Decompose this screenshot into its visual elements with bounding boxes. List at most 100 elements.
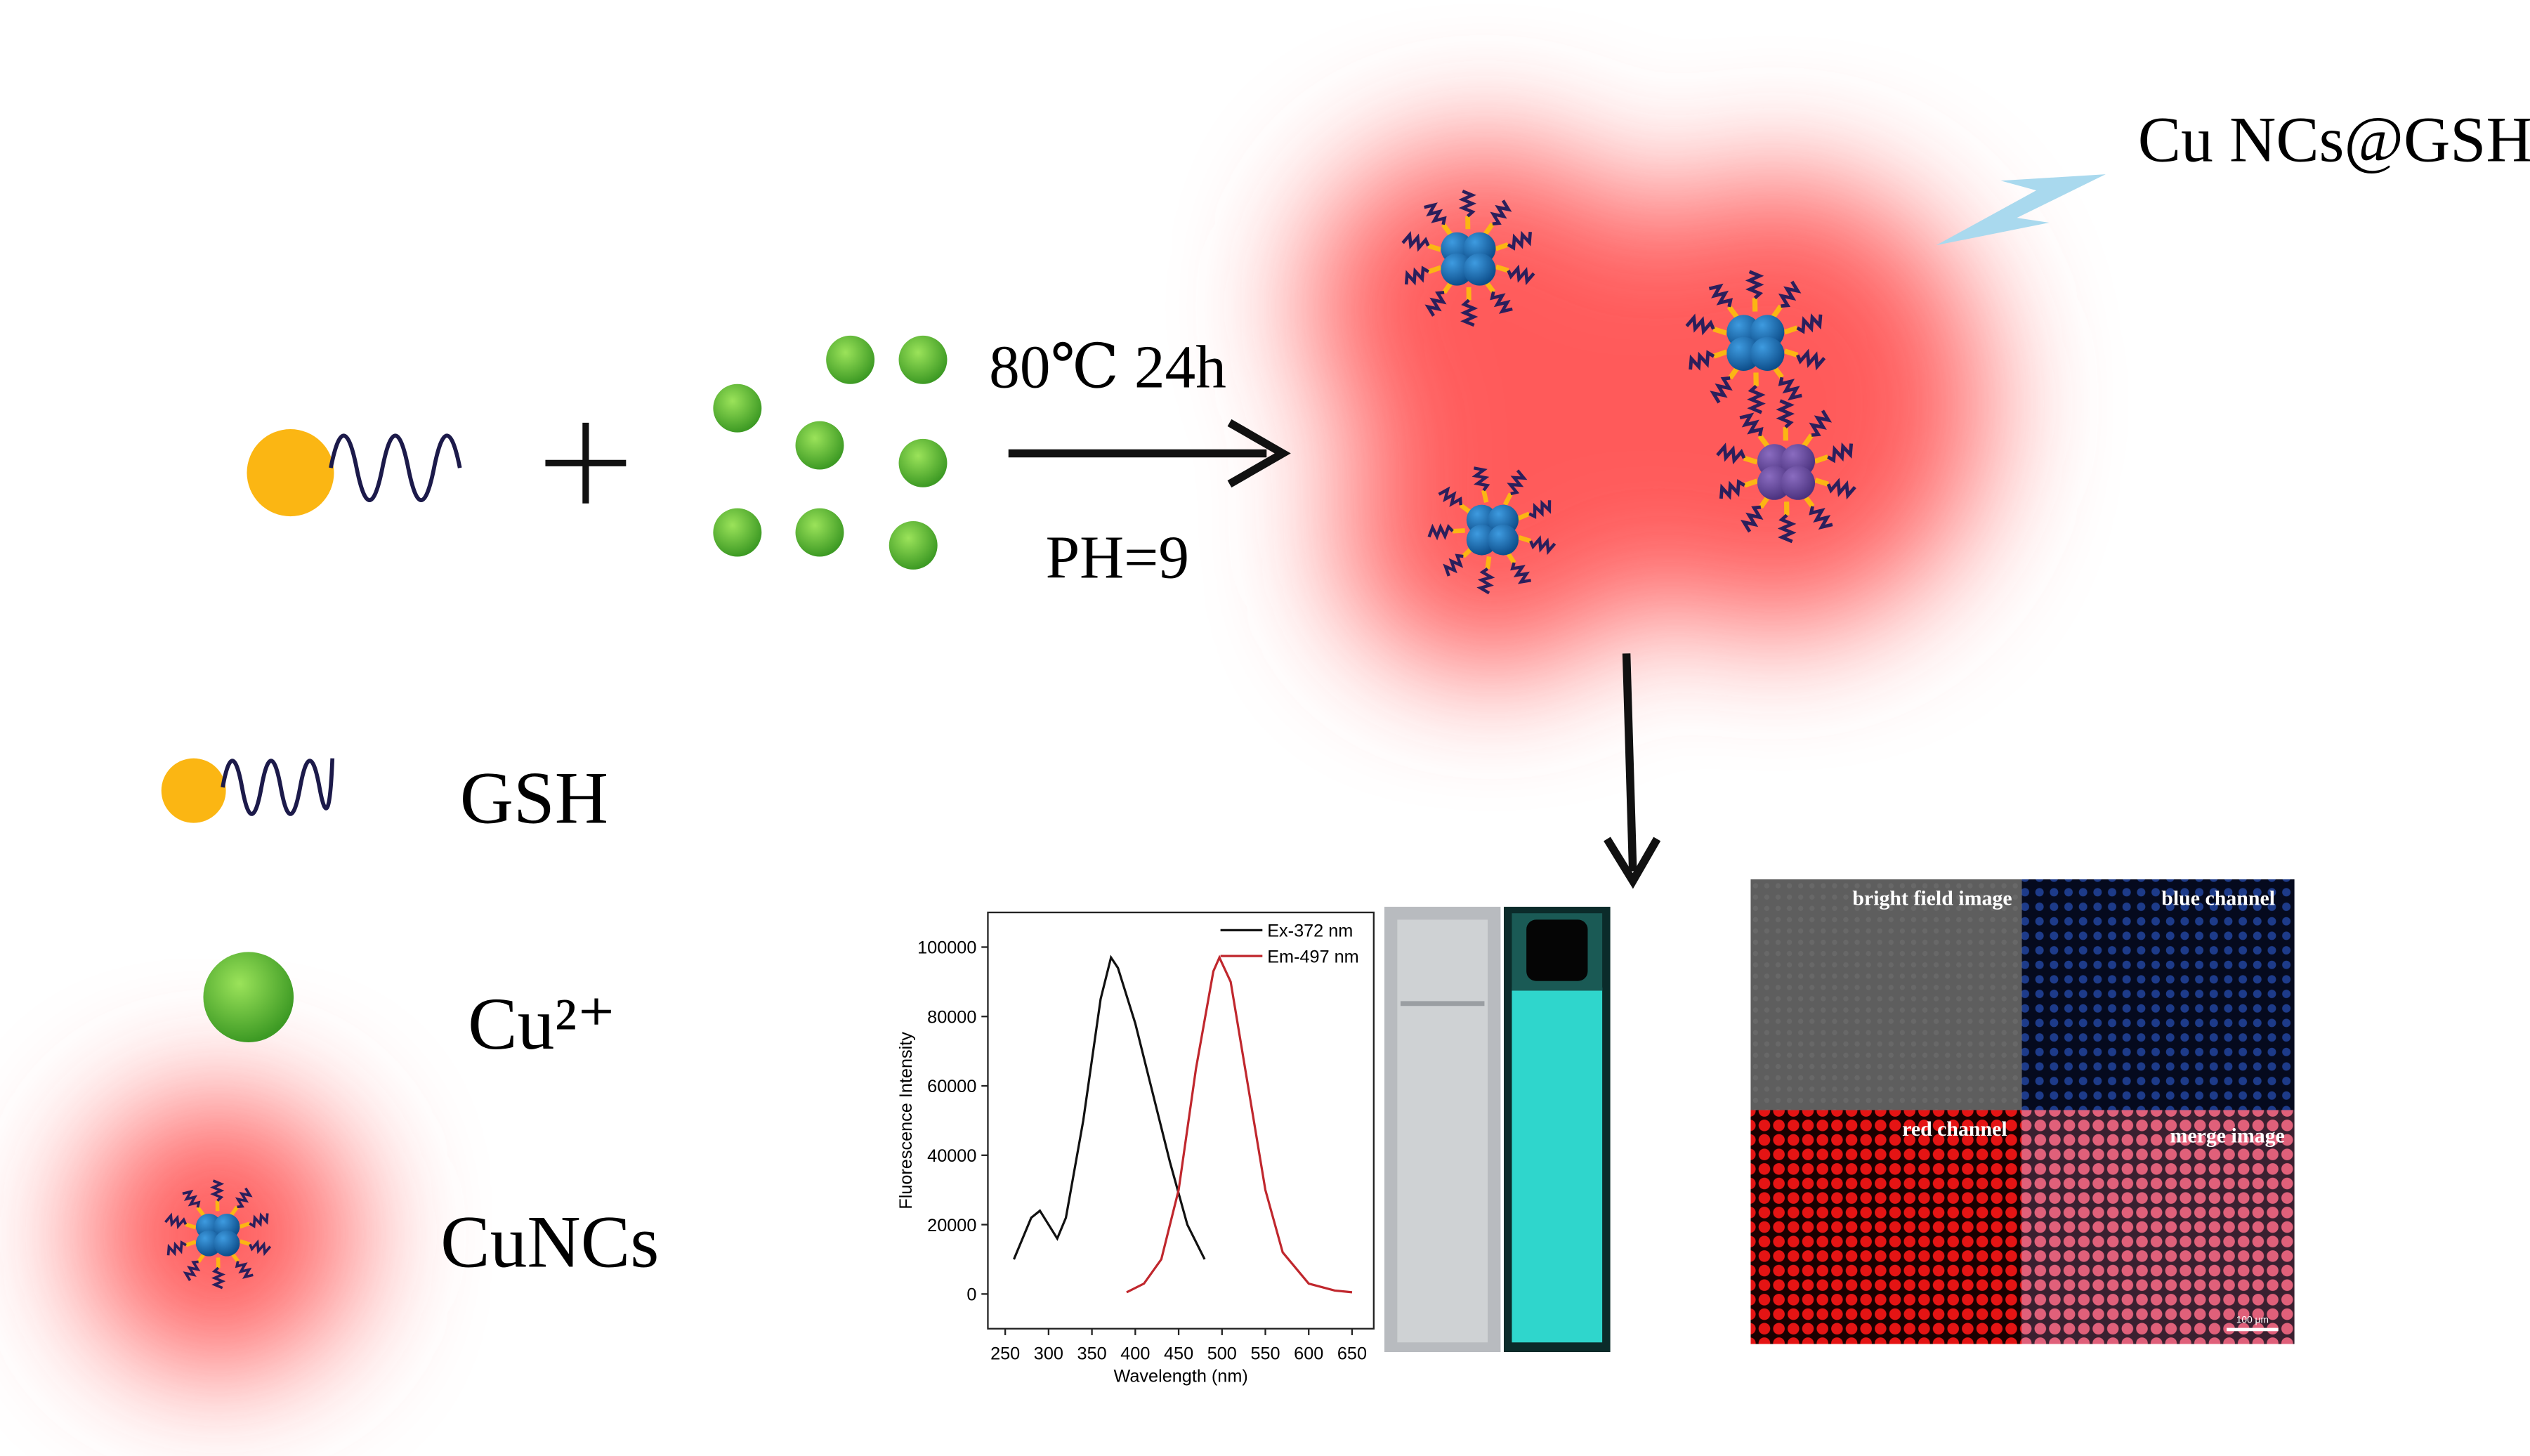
ligand-chain <box>1490 291 1513 314</box>
ligand-chain <box>1776 399 1795 428</box>
ligand-chain <box>1427 523 1454 541</box>
copper-ion <box>898 438 948 487</box>
ligand-head <box>1427 265 1442 275</box>
ligand-head <box>1814 478 1829 487</box>
legend-label: Ex-372 nm <box>1267 922 1353 941</box>
ligand-head <box>1485 556 1492 570</box>
copper-ion <box>826 335 875 384</box>
series-line <box>1013 955 1206 1260</box>
ligand-chain <box>1809 506 1833 530</box>
x-tick-label: 500 <box>1207 1344 1237 1363</box>
ligand-chain <box>1460 299 1479 327</box>
cluster <box>1685 270 1826 414</box>
cu-atom <box>214 1230 240 1257</box>
ligand-head <box>1743 478 1759 488</box>
ligand-chain <box>1438 486 1462 507</box>
ligand-head <box>1441 223 1453 237</box>
clusters <box>164 189 1856 1290</box>
cluster <box>164 1179 272 1290</box>
ligand-head <box>196 1206 206 1217</box>
ligand-head <box>1757 434 1770 449</box>
copper-ion <box>795 421 844 470</box>
y-tick-label: 20000 <box>927 1216 976 1235</box>
conditions: 80℃ 24h <box>989 332 1226 400</box>
panel-label: blue channel <box>2161 887 2275 910</box>
ligand-head <box>1814 454 1829 464</box>
ligand-chain <box>249 1212 269 1228</box>
ligand-chain <box>1778 280 1802 308</box>
cuvettes <box>1384 907 1611 1353</box>
ligand-chain <box>1809 409 1833 437</box>
ligand-head <box>1495 264 1509 273</box>
y-tick-label: 0 <box>966 1285 976 1305</box>
scale-bar: 100 μm <box>2236 1315 2269 1325</box>
ligand-head <box>1712 327 1727 336</box>
ligand-chain <box>1472 466 1490 492</box>
y-axis-label: Fluorescence Intensity <box>896 1032 916 1209</box>
cluster <box>1716 399 1856 544</box>
ligand-chain <box>1708 283 1733 308</box>
ligand-head <box>1481 490 1489 503</box>
cu-atom <box>1781 466 1815 500</box>
ligand-head <box>185 1222 197 1230</box>
ligand-head <box>1783 348 1799 358</box>
ph: PH=9 <box>1046 523 1189 591</box>
copper-ion <box>889 520 938 570</box>
ligand-chain <box>166 1240 187 1257</box>
ligand-head <box>239 1239 251 1247</box>
chart-background <box>884 879 1377 1396</box>
ligand-chain <box>1476 567 1495 595</box>
ligand-head <box>1712 349 1728 359</box>
panel-label: bright field image <box>1852 887 2012 910</box>
ligand-chain <box>1777 513 1797 544</box>
plot-frame <box>987 911 1375 1330</box>
ligand-head <box>1726 305 1740 320</box>
ligand-chain <box>1424 291 1447 317</box>
copper-ion <box>898 335 948 384</box>
y-tick-label: 60000 <box>927 1077 976 1096</box>
cu-atom <box>1441 253 1474 286</box>
ligand-head <box>1483 222 1495 236</box>
cu-atom <box>195 1230 222 1257</box>
lightning <box>1936 174 2106 246</box>
ligand-chain <box>1745 270 1764 300</box>
y-tick-label: 80000 <box>927 1007 976 1027</box>
cluster <box>1427 466 1556 595</box>
ligand-head <box>1743 455 1758 465</box>
x-tick-label: 450 <box>1164 1344 1193 1363</box>
red-glow <box>1306 145 1985 670</box>
legend-label: GSH <box>460 757 608 839</box>
ligand-chain <box>1796 348 1826 371</box>
ligand-chain <box>235 1187 253 1209</box>
ligand-head <box>239 1221 251 1229</box>
legend-gsh-icon <box>161 758 335 823</box>
cluster <box>1401 189 1535 327</box>
ligand-chain <box>1778 376 1802 401</box>
micrograph: bright field image blue channel red chan… <box>1750 879 2295 1344</box>
ligand-chain <box>1507 264 1535 286</box>
x-tick-label: 300 <box>1034 1344 1063 1363</box>
ligand-chain <box>1490 199 1512 226</box>
ligand-head <box>1802 433 1814 448</box>
ligand-chain <box>1458 189 1477 218</box>
ligand-chain <box>1739 412 1764 437</box>
cu-atom <box>1463 253 1496 286</box>
ligand-chain <box>1685 313 1715 336</box>
ligand-head <box>1771 304 1783 319</box>
ligand-chain <box>1507 469 1528 496</box>
ligand-chain <box>1689 350 1715 371</box>
y-tick-label: 100000 <box>917 938 976 958</box>
x-tick-label: 350 <box>1077 1344 1107 1363</box>
cu-atom <box>1466 524 1497 556</box>
cu-atom <box>1750 336 1785 372</box>
ligand-chain <box>1529 535 1556 556</box>
x-tick-label: 600 <box>1294 1344 1323 1363</box>
ligand-chain <box>182 1189 201 1208</box>
ligand-chain <box>1404 265 1430 286</box>
ligand-chain <box>1719 479 1745 500</box>
ligand-chain <box>249 1239 272 1257</box>
panel-label: red channel <box>1902 1117 2007 1141</box>
ligand-chain <box>1401 230 1430 252</box>
